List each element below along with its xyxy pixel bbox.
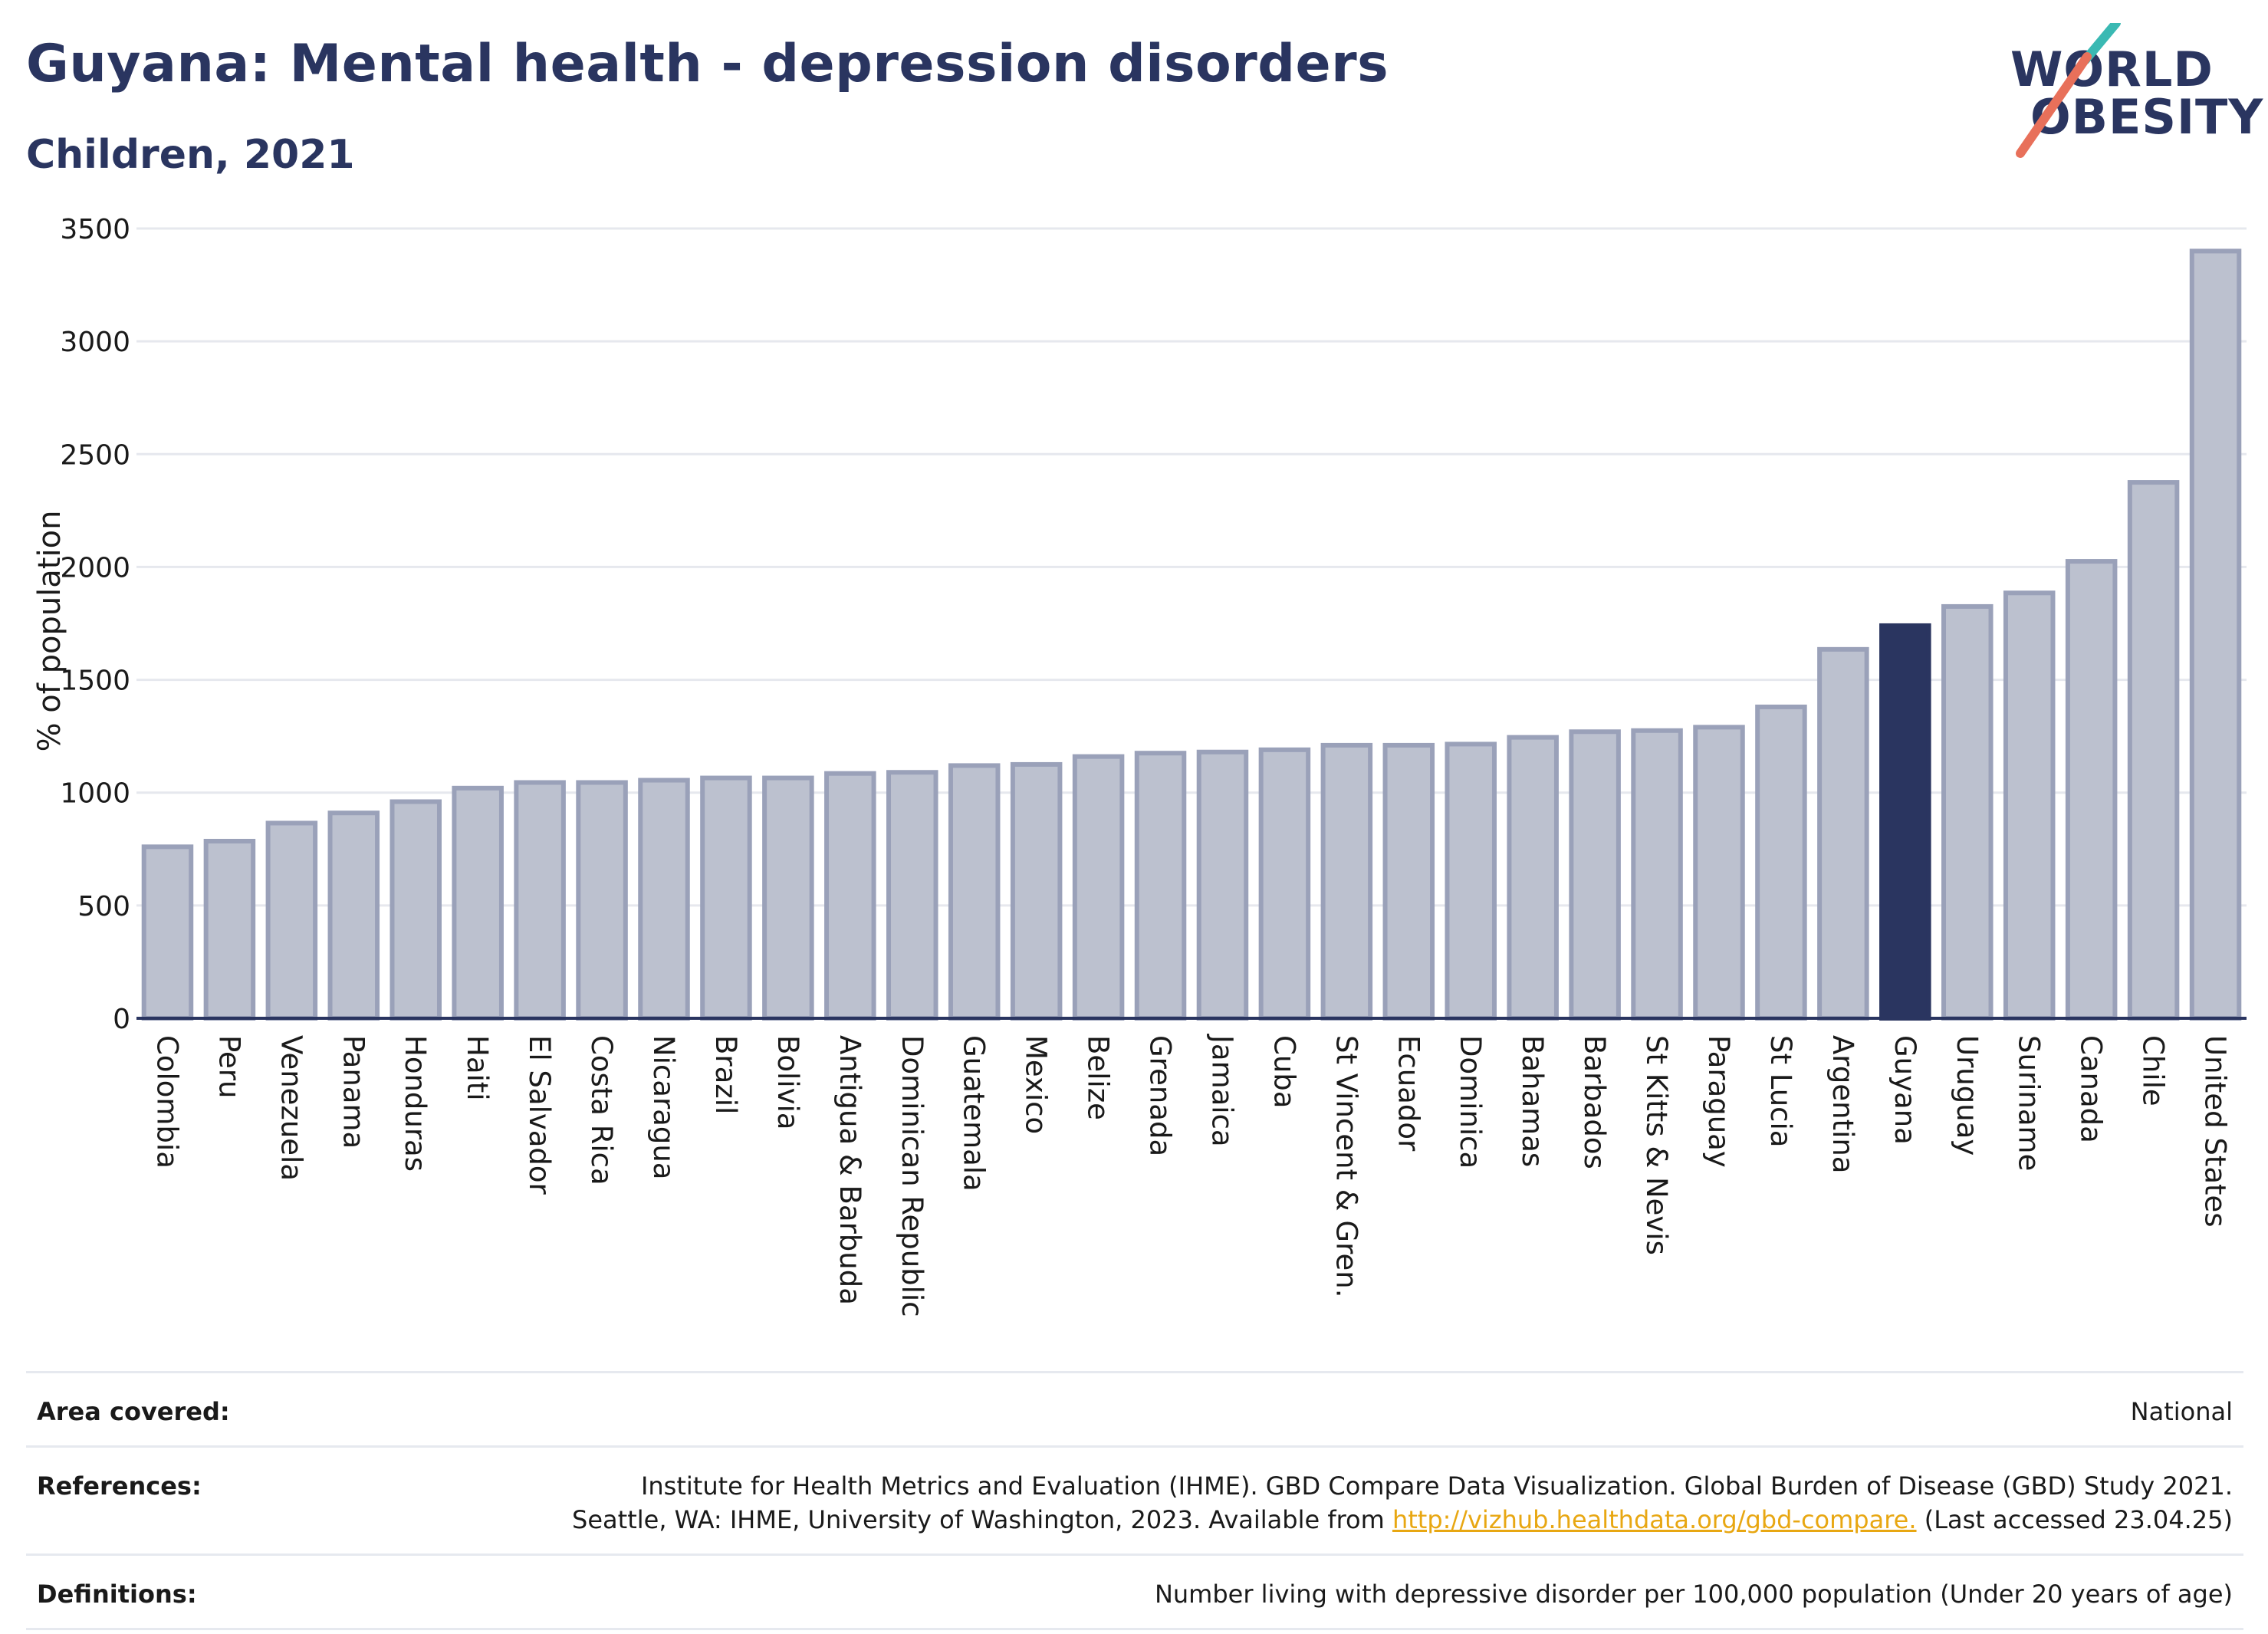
references-value: Institute for Health Metrics and Evaluat…	[572, 1469, 2233, 1537]
bar	[576, 780, 628, 1021]
bar	[1507, 735, 1559, 1021]
chart-subtitle: Children, 2021	[26, 132, 355, 178]
x-category-label: Peru	[212, 1035, 245, 1098]
x-category-label: Uruguay	[1951, 1035, 1984, 1156]
logo-word-world: WORLD	[2010, 41, 2214, 97]
logo-slash-icon	[2016, 23, 2121, 158]
chart-footer: Area covered: National References: Insti…	[26, 1371, 2243, 1630]
bar	[1941, 603, 1994, 1021]
references-line2-post: (Last accessed 23.04.25)	[1916, 1505, 2233, 1534]
x-category-label: St Kitts & Nevis	[1640, 1035, 1673, 1255]
bar	[203, 838, 256, 1021]
bar	[390, 799, 442, 1021]
bar	[2189, 248, 2242, 1021]
definitions-value: Number living with depressive disorder p…	[1154, 1580, 2233, 1609]
bar	[265, 820, 318, 1021]
x-category-label: Jamaica	[1205, 1034, 1238, 1147]
footer-row-definitions: Definitions: Number living with depressi…	[26, 1553, 2243, 1630]
references-line2-pre: Seattle, WA: IHME, University of Washing…	[572, 1505, 1392, 1534]
bar	[452, 785, 504, 1021]
bar	[2127, 480, 2180, 1021]
bar	[1755, 704, 1807, 1021]
x-category-label: Bahamas	[1516, 1035, 1549, 1167]
x-category-label: Canada	[2075, 1035, 2108, 1143]
y-tick-label: 0	[113, 1004, 130, 1035]
x-category-label: Panama	[337, 1035, 370, 1149]
footer-row-references: References: Institute for Health Metrics…	[26, 1445, 2243, 1553]
area-covered-label: Area covered:	[37, 1397, 230, 1426]
x-category-label: Belize	[1082, 1035, 1115, 1120]
bar	[141, 844, 194, 1021]
x-category-label: St Vincent & Gren.	[1330, 1035, 1362, 1297]
x-category-label: Barbados	[1578, 1035, 1611, 1169]
bar	[1817, 646, 1869, 1021]
bar	[1196, 749, 1249, 1021]
y-tick-label: 3500	[60, 214, 130, 245]
y-tick-label: 2000	[60, 552, 130, 584]
references-line1: Institute for Health Metrics and Evaluat…	[640, 1471, 2233, 1501]
x-category-label: Mexico	[1020, 1035, 1053, 1134]
y-tick-label: 3000	[60, 327, 130, 358]
x-category-label: Dominican Republic	[896, 1035, 929, 1317]
x-category-label: Guatemala	[958, 1035, 991, 1192]
area-covered-value: National	[2130, 1397, 2233, 1426]
bar	[2065, 559, 2118, 1021]
x-category-label: Colombia	[150, 1035, 183, 1169]
x-category-label: El Salvador	[523, 1035, 556, 1195]
y-tick-label: 1500	[60, 666, 130, 697]
bar	[1879, 623, 1931, 1021]
bar	[1010, 761, 1063, 1021]
x-category-label: Argentina	[1826, 1035, 1859, 1173]
bar	[886, 770, 938, 1021]
y-tick-label: 500	[77, 891, 130, 922]
bar	[1631, 728, 1683, 1021]
references-link[interactable]: http://vizhub.healthdata.org/gbd-compare…	[1392, 1505, 1917, 1534]
bar	[2003, 590, 2056, 1021]
world-obesity-logo: WORLD OBESITY	[1994, 23, 2263, 161]
x-category-label: Nicaragua	[647, 1035, 680, 1179]
x-category-label: United States	[2199, 1035, 2232, 1228]
bar	[762, 775, 814, 1021]
bar	[1072, 754, 1125, 1021]
references-label: References:	[37, 1471, 202, 1501]
bar	[638, 778, 690, 1021]
bar	[1445, 741, 1497, 1021]
bar	[700, 775, 752, 1021]
bar	[824, 771, 876, 1021]
definitions-label: Definitions:	[37, 1580, 197, 1609]
x-category-label: Ecuador	[1392, 1035, 1425, 1152]
bar-chart: 0 500 1000 1500 2000 2500 3000 3500 Colombia Peru…	[32, 214, 2247, 1317]
x-category-label: Cuba	[1267, 1035, 1300, 1108]
x-category-label: Costa Rica	[585, 1035, 618, 1185]
x-category-label: Antigua & Barbuda	[833, 1035, 866, 1305]
x-category-label: Dominica	[1454, 1035, 1487, 1169]
bar	[1258, 747, 1311, 1021]
x-category-label: Bolivia	[771, 1035, 804, 1129]
logo-word-obesity: OBESITY	[2030, 89, 2264, 145]
x-category-label: Paraguay	[1702, 1035, 1735, 1168]
bar	[1693, 725, 1745, 1021]
x-category-label: Honduras	[399, 1035, 432, 1172]
bar	[1569, 729, 1621, 1021]
y-tick-label: 2500	[60, 439, 130, 471]
x-category-label: Chile	[2137, 1035, 2170, 1106]
x-category-label: Brazil	[709, 1035, 742, 1114]
bar	[514, 780, 566, 1021]
bar	[1320, 742, 1373, 1021]
bar	[1382, 742, 1435, 1021]
bar	[327, 810, 380, 1021]
x-category-label: Haiti	[461, 1035, 494, 1101]
y-axis-label: % of population	[32, 511, 67, 752]
x-category-label: St Lucia	[1764, 1035, 1797, 1147]
x-category-label: Suriname	[2013, 1035, 2046, 1171]
x-category-label: Grenada	[1144, 1035, 1177, 1156]
bar	[948, 763, 1001, 1021]
x-category-label: Venezuela	[274, 1035, 307, 1181]
chart-title: Guyana: Mental health - depression disor…	[26, 34, 1389, 94]
y-tick-label: 1000	[60, 778, 130, 810]
bar	[1134, 751, 1187, 1021]
x-category-label: Guyana	[1888, 1035, 1921, 1145]
footer-row-area: Area covered: National	[26, 1371, 2243, 1445]
